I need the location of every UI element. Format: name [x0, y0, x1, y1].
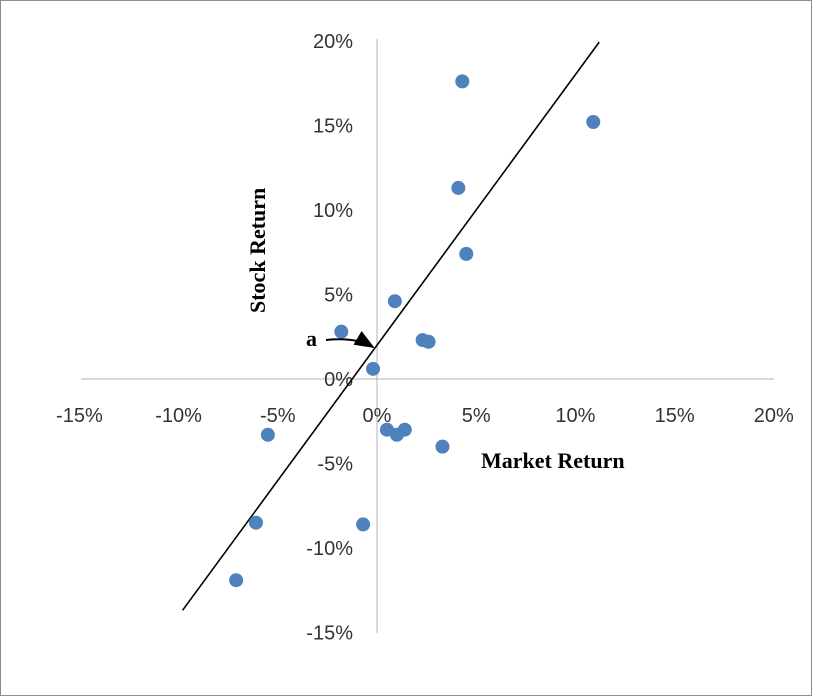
- intercept-label: a: [306, 326, 317, 351]
- x-tick-label: -5%: [260, 405, 296, 427]
- data-point: [455, 74, 470, 89]
- trend-line: [181, 41, 600, 611]
- y-tick-label: -5%: [317, 454, 353, 476]
- data-point: [459, 246, 474, 261]
- data-point: [366, 361, 381, 376]
- data-point: [421, 334, 436, 349]
- x-tick-label: 0%: [363, 405, 392, 427]
- y-tick-label: -15%: [306, 623, 353, 645]
- intercept-arrow: [325, 330, 375, 349]
- data-point: [229, 573, 244, 588]
- y-tick-label: 20%: [313, 31, 353, 53]
- y-axis-title: Stock Return: [245, 188, 270, 313]
- data-point: [435, 439, 450, 454]
- x-tick-label: -15%: [56, 405, 103, 427]
- data-point: [260, 427, 275, 442]
- x-tick-label: 20%: [754, 405, 794, 427]
- data-point: [356, 517, 371, 532]
- data-point: [586, 114, 601, 129]
- data-point: [248, 515, 263, 530]
- y-tick-label: 10%: [313, 200, 353, 222]
- x-tick-label: 10%: [555, 405, 595, 427]
- intercept-annotation: a: [306, 326, 375, 351]
- data-point: [387, 294, 402, 309]
- y-tick-label: 15%: [313, 115, 353, 137]
- data-point: [334, 324, 349, 339]
- y-tick-label: 5%: [324, 284, 353, 306]
- y-tick-label: 0%: [324, 369, 353, 391]
- x-tick-label: 15%: [655, 405, 695, 427]
- data-point: [451, 180, 466, 195]
- data-point: [397, 422, 412, 437]
- x-axis-title: Market Return: [481, 448, 625, 473]
- x-tick-label: -10%: [155, 405, 202, 427]
- x-tick-label: 5%: [462, 405, 491, 427]
- y-tick-label: -10%: [306, 538, 353, 560]
